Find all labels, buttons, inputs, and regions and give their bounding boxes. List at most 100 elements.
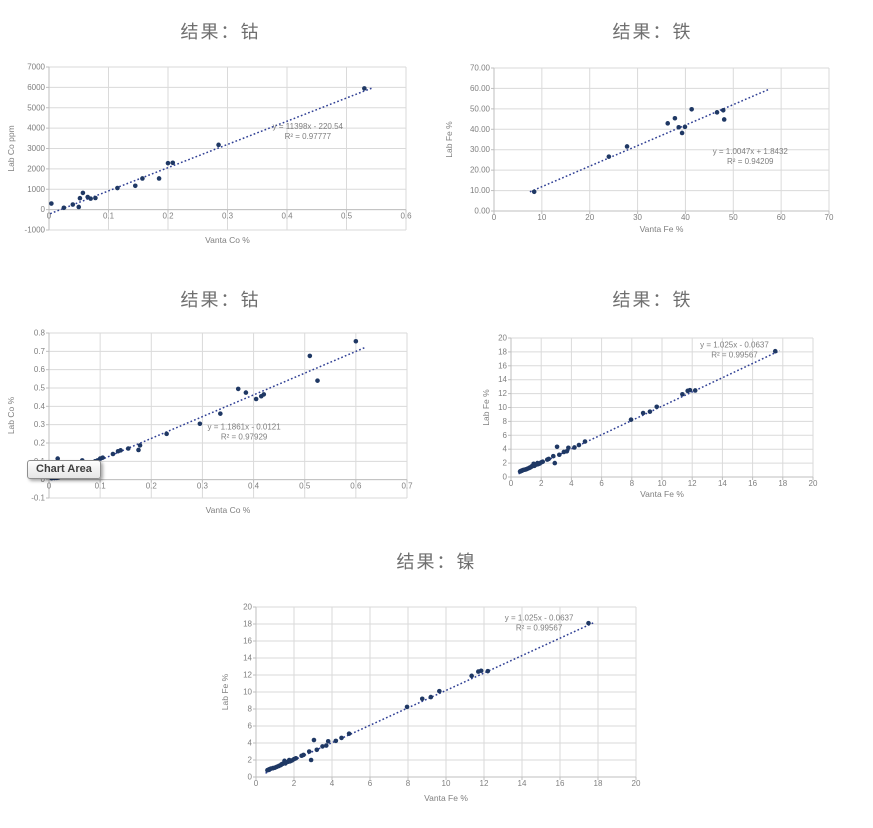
svg-text:40.00: 40.00 bbox=[470, 125, 491, 134]
svg-text:0: 0 bbox=[503, 473, 508, 482]
svg-text:10: 10 bbox=[243, 688, 252, 697]
svg-text:18: 18 bbox=[498, 347, 507, 356]
chart-title: 结果：镍 bbox=[396, 552, 477, 572]
svg-text:0: 0 bbox=[492, 213, 497, 222]
svg-text:-0.1: -0.1 bbox=[31, 494, 45, 503]
svg-text:6: 6 bbox=[248, 722, 253, 731]
svg-text:0.2: 0.2 bbox=[162, 212, 174, 221]
chart-area-tooltip: Chart Area bbox=[27, 460, 101, 479]
x-axis-title: Vanta Co % bbox=[205, 235, 250, 245]
svg-text:0: 0 bbox=[41, 205, 46, 214]
svg-text:14: 14 bbox=[518, 779, 527, 788]
svg-text:2: 2 bbox=[248, 756, 253, 765]
svg-text:16: 16 bbox=[243, 637, 252, 646]
svg-text:10: 10 bbox=[658, 479, 667, 488]
svg-text:1000: 1000 bbox=[27, 185, 45, 194]
y-axis-title: Lab Co ppm bbox=[8, 125, 16, 171]
axis-lines bbox=[46, 66, 407, 231]
svg-text:60.00: 60.00 bbox=[470, 84, 491, 93]
svg-text:16: 16 bbox=[498, 361, 507, 370]
svg-text:y = 1.1861x - 0.0121: y = 1.1861x - 0.0121 bbox=[208, 423, 282, 432]
svg-text:R² = 0.97777: R² = 0.97777 bbox=[285, 132, 332, 141]
svg-text:6: 6 bbox=[599, 479, 604, 488]
svg-text:0.6: 0.6 bbox=[34, 365, 46, 374]
svg-text:60: 60 bbox=[777, 213, 786, 222]
y-axis-title: Lab Fe % bbox=[444, 121, 454, 158]
x-axis-title: Vanta Co % bbox=[206, 505, 251, 515]
svg-text:0.1: 0.1 bbox=[103, 212, 115, 221]
svg-text:30: 30 bbox=[633, 213, 642, 222]
scatter-plot-svg: 00.10.20.30.40.50.60.7-0.100.10.20.30.40… bbox=[8, 329, 413, 516]
svg-text:30.00: 30.00 bbox=[470, 145, 491, 154]
chart-title: 结果：钴 bbox=[180, 290, 261, 310]
svg-text:0.2: 0.2 bbox=[146, 482, 158, 491]
svg-text:0: 0 bbox=[47, 212, 52, 221]
y-axis-title: Lab Fe % bbox=[481, 389, 491, 426]
chart-title: 结果：钴 bbox=[180, 22, 261, 42]
x-axis-title: Vanta Fe % bbox=[640, 224, 684, 234]
svg-text:0.5: 0.5 bbox=[34, 384, 46, 393]
chart-iron-pct-mid[interactable]: 结果：铁 0 2 4 6 8 10 12 14 16 18 20 0 2 4 6 8 10 12 14 16 18 20 V… bbox=[440, 278, 865, 530]
gridlines bbox=[48, 332, 408, 499]
svg-text:0.4: 0.4 bbox=[281, 212, 293, 221]
svg-text:y = 1.025x - 0.0637: y = 1.025x - 0.0637 bbox=[700, 341, 769, 350]
svg-text:0.8: 0.8 bbox=[34, 329, 46, 338]
svg-text:0.4: 0.4 bbox=[248, 482, 260, 491]
svg-text:R² = 0.94209: R² = 0.94209 bbox=[727, 157, 774, 166]
svg-text:4: 4 bbox=[248, 739, 253, 748]
chart-title: 结果：铁 bbox=[612, 22, 693, 42]
svg-text:0.00: 0.00 bbox=[474, 207, 490, 216]
svg-text:40: 40 bbox=[681, 213, 690, 222]
svg-text:18: 18 bbox=[243, 620, 252, 629]
gridlines bbox=[48, 66, 407, 231]
svg-text:0.5: 0.5 bbox=[341, 212, 353, 221]
tick-labels: 0 2 4 6 8 10 12 14 16 18 20 0 2 4 6 8 10 12 14 16 18 20 bbox=[498, 334, 818, 489]
chart-title: 结果：铁 bbox=[612, 290, 693, 310]
svg-text:4: 4 bbox=[503, 445, 508, 454]
svg-text:20: 20 bbox=[243, 603, 252, 612]
svg-text:20: 20 bbox=[585, 213, 594, 222]
axis-titles: Vanta Fe % Lab Fe % bbox=[481, 389, 684, 499]
svg-text:14: 14 bbox=[718, 479, 727, 488]
svg-text:0.1: 0.1 bbox=[95, 482, 107, 491]
svg-text:R² = 0.99567: R² = 0.99567 bbox=[711, 351, 758, 360]
svg-text:3000: 3000 bbox=[27, 144, 45, 153]
chart-cobalt-pct[interactable]: 结果：钴 00.10.20.30.40.50.60.7-0.100.10.20.… bbox=[8, 278, 433, 530]
svg-text:2000: 2000 bbox=[27, 164, 45, 173]
data-points bbox=[265, 620, 591, 773]
svg-text:-1000: -1000 bbox=[25, 226, 46, 235]
svg-text:2: 2 bbox=[503, 459, 508, 468]
axis-lines bbox=[491, 67, 830, 214]
svg-text:8: 8 bbox=[406, 779, 411, 788]
svg-text:7000: 7000 bbox=[27, 63, 45, 72]
x-axis-title: Vanta Fe % bbox=[640, 489, 684, 499]
tick-labels: 0 10 20 30 40 50 60 70 0.00 10.00 20.00 30.00 40.00 5… bbox=[470, 64, 834, 223]
svg-text:0: 0 bbox=[248, 773, 253, 782]
svg-text:50.00: 50.00 bbox=[470, 104, 491, 113]
svg-text:16: 16 bbox=[748, 479, 757, 488]
svg-text:0.6: 0.6 bbox=[400, 212, 412, 221]
axis-lines bbox=[253, 606, 637, 780]
svg-text:R² = 0.97929: R² = 0.97929 bbox=[221, 433, 268, 442]
chart-nickel[interactable]: 结果：镍 0 2 4 6 8 10 12 14 16 18 20 0 2 4 6 8 10 12 14 16 18 20 V… bbox=[100, 540, 773, 825]
svg-text:12: 12 bbox=[688, 479, 697, 488]
svg-text:10.00: 10.00 bbox=[470, 186, 491, 195]
svg-text:50: 50 bbox=[729, 213, 738, 222]
svg-text:R² = 0.99567: R² = 0.99567 bbox=[516, 624, 563, 633]
svg-text:6: 6 bbox=[368, 779, 373, 788]
svg-text:20: 20 bbox=[632, 779, 641, 788]
svg-text:0.6: 0.6 bbox=[350, 482, 362, 491]
svg-text:2: 2 bbox=[292, 779, 297, 788]
chart-iron-pct-top[interactable]: 结果：铁 0 10 20 30 40 50 60 70 0.00 10.00 20.00 30.00 4… bbox=[440, 10, 865, 258]
chart-cobalt-ppm[interactable]: 结果：钴 0 0.1 0.2 0.3 0.4 0.5 0.6 -1000 0 1000 2000 30… bbox=[8, 10, 433, 258]
svg-text:0: 0 bbox=[47, 482, 52, 491]
svg-text:8: 8 bbox=[248, 705, 253, 714]
svg-text:20.00: 20.00 bbox=[470, 166, 491, 175]
axis-titles: Vanta Fe % Lab Fe % bbox=[444, 121, 684, 234]
y-axis-title: Lab Fe % bbox=[220, 673, 230, 710]
axis-titles: Vanta Co % Lab Co ppm bbox=[8, 125, 250, 245]
